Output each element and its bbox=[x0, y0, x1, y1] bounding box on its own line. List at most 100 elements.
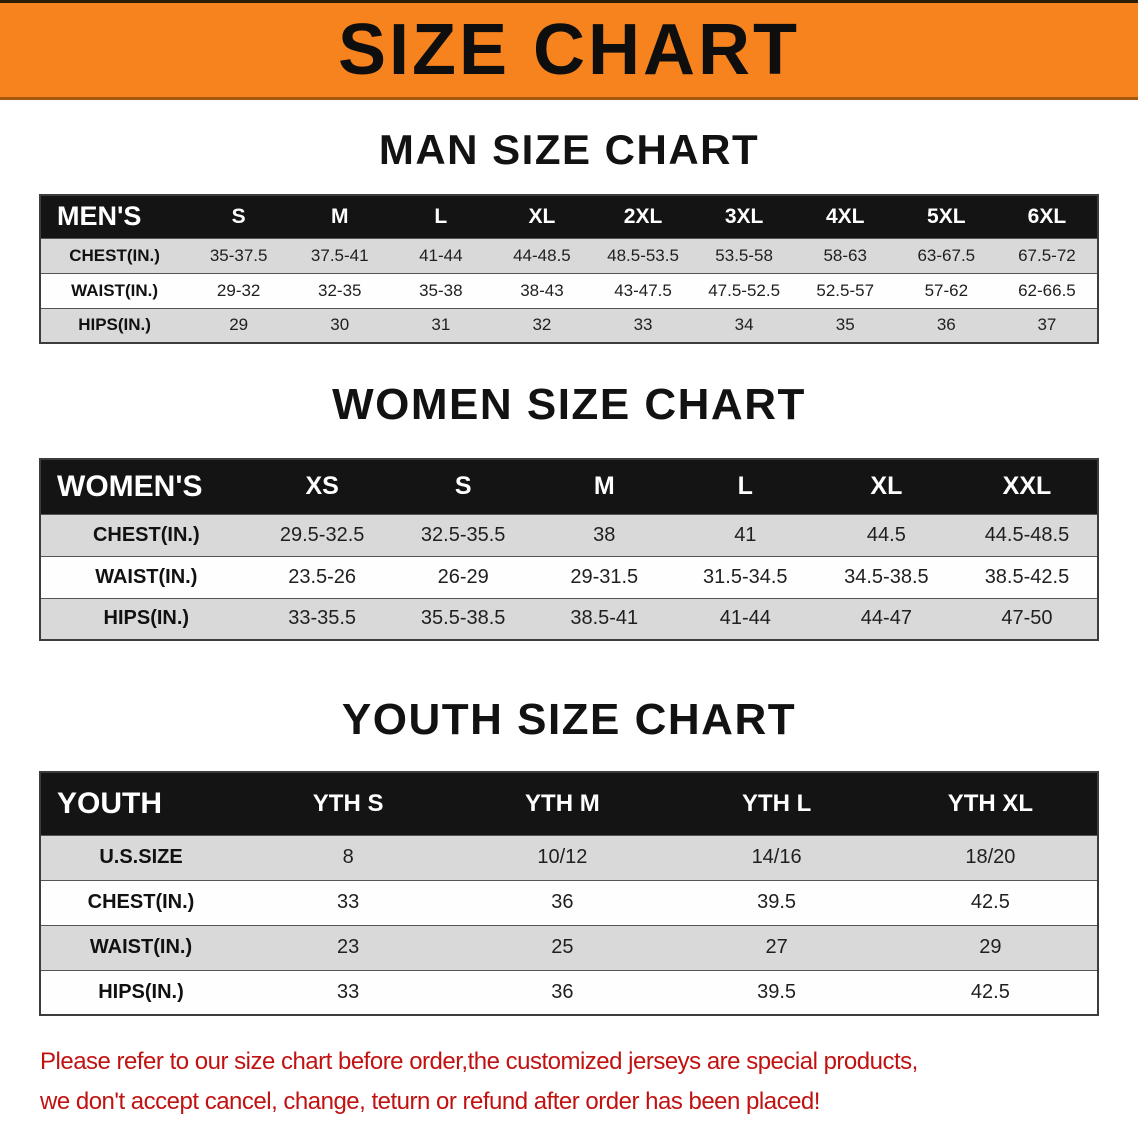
measurement-value: 39.5 bbox=[669, 879, 884, 925]
header-row: YOUTH YTH S YTH M YTH L YTH XL bbox=[40, 772, 1098, 835]
measurement-value: 33 bbox=[241, 969, 456, 1015]
youth-table-head: YOUTH YTH S YTH M YTH L YTH XL bbox=[40, 772, 1098, 835]
women-chart-heading: WOMEN SIZE CHART bbox=[332, 380, 806, 429]
measurement-row: WAIST(IN.) 29-32 32-35 35-38 38-43 43-47.5 47.… bbox=[40, 272, 1098, 308]
measurement-value: 32 bbox=[491, 307, 593, 343]
size-column-header: S bbox=[392, 459, 534, 514]
measurement-value: 30 bbox=[289, 307, 391, 343]
measurement-value: 35.5-38.5 bbox=[392, 597, 534, 640]
measurement-value: 26-29 bbox=[392, 555, 534, 598]
size-column-header: M bbox=[533, 459, 675, 514]
header-row: WOMEN'S XS S M L XL XXL bbox=[40, 459, 1098, 514]
measurement-value: 34 bbox=[693, 307, 795, 343]
size-column-header: 6XL bbox=[996, 195, 1098, 238]
measurement-value: 44.5 bbox=[815, 513, 957, 556]
table-group-label: YOUTH bbox=[40, 772, 242, 835]
measurement-value: 38.5-41 bbox=[533, 597, 675, 640]
measurement-value: 41 bbox=[674, 513, 816, 556]
table-group-label: WOMEN'S bbox=[40, 459, 252, 514]
size-column-header: 2XL bbox=[592, 195, 694, 238]
measurement-value: 35-38 bbox=[390, 272, 492, 308]
page-title: SIZE CHART bbox=[338, 10, 800, 90]
measurement-value: 52.5-57 bbox=[794, 272, 896, 308]
measurement-row: CHEST(IN.) 33 36 39.5 42.5 bbox=[40, 879, 1098, 925]
measurement-label: CHEST(IN.) bbox=[40, 513, 252, 556]
men-table-head: MEN'S S M L XL 2XL 3XL 4XL 5XL 6XL bbox=[40, 195, 1098, 238]
measurement-value: 36 bbox=[455, 969, 670, 1015]
size-column-header: YTH XL bbox=[883, 772, 1098, 835]
measurement-value: 38 bbox=[533, 513, 675, 556]
measurement-value: 47-50 bbox=[956, 597, 1098, 640]
men-section: MAN SIZE CHART MEN'S S M L XL 2XL 3XL 4XL 5XL 6XL… bbox=[0, 126, 1138, 344]
size-column-header: 5XL bbox=[895, 195, 997, 238]
size-column-header: YTH M bbox=[455, 772, 670, 835]
measurement-value: 8 bbox=[241, 834, 456, 880]
banner: SIZE CHART bbox=[0, 0, 1138, 100]
measurement-value: 23 bbox=[241, 924, 456, 970]
measurement-value: 10/12 bbox=[455, 834, 670, 880]
measurement-value: 53.5-58 bbox=[693, 237, 795, 273]
measurement-value: 23.5-26 bbox=[251, 555, 393, 598]
size-column-header: XL bbox=[491, 195, 593, 238]
disclaimer-line-1: Please refer to our size chart before or… bbox=[40, 1048, 918, 1075]
measurement-label: HIPS(IN.) bbox=[40, 597, 252, 640]
measurement-value: 38.5-42.5 bbox=[956, 555, 1098, 598]
youth-size-table: YOUTH YTH S YTH M YTH L YTH XL U.S.SIZE 8 10/1… bbox=[39, 771, 1099, 1016]
measurement-value: 34.5-38.5 bbox=[815, 555, 957, 598]
measurement-value: 38-43 bbox=[491, 272, 593, 308]
measurement-value: 32.5-35.5 bbox=[392, 513, 534, 556]
men-table-body: CHEST(IN.) 35-37.5 37.5-41 41-44 44-48.5 48.5… bbox=[40, 237, 1098, 343]
women-table-head: WOMEN'S XS S M L XL XXL bbox=[40, 459, 1098, 514]
size-column-header: L bbox=[390, 195, 492, 238]
measurement-label: HIPS(IN.) bbox=[40, 307, 189, 343]
measurement-row: U.S.SIZE 8 10/12 14/16 18/20 bbox=[40, 834, 1098, 880]
measurement-value: 25 bbox=[455, 924, 670, 970]
measurement-value: 29 bbox=[883, 924, 1098, 970]
measurement-value: 41-44 bbox=[390, 237, 492, 273]
measurement-value: 42.5 bbox=[883, 969, 1098, 1015]
size-column-header: XL bbox=[815, 459, 957, 514]
size-column-header: XS bbox=[251, 459, 393, 514]
measurement-value: 67.5-72 bbox=[996, 237, 1098, 273]
size-column-header: 4XL bbox=[794, 195, 896, 238]
measurement-value: 44.5-48.5 bbox=[956, 513, 1098, 556]
measurement-value: 58-63 bbox=[794, 237, 896, 273]
measurement-row: CHEST(IN.) 29.5-32.5 32.5-35.5 38 41 44.5 44.5… bbox=[40, 513, 1098, 556]
measurement-row: HIPS(IN.) 33-35.5 35.5-38.5 38.5-41 41-44 44-… bbox=[40, 597, 1098, 640]
measurement-value: 31.5-34.5 bbox=[674, 555, 816, 598]
measurement-value: 39.5 bbox=[669, 969, 884, 1015]
measurement-row: HIPS(IN.) 33 36 39.5 42.5 bbox=[40, 969, 1098, 1015]
size-column-header: XXL bbox=[956, 459, 1098, 514]
measurement-label: U.S.SIZE bbox=[40, 834, 242, 880]
measurement-value: 43-47.5 bbox=[592, 272, 694, 308]
youth-chart-heading: YOUTH SIZE CHART bbox=[341, 695, 797, 744]
men-size-table: MEN'S S M L XL 2XL 3XL 4XL 5XL 6XL CHEST(IN.) 35-3… bbox=[39, 194, 1099, 344]
size-column-header: S bbox=[188, 195, 290, 238]
measurement-value: 27 bbox=[669, 924, 884, 970]
measurement-value: 18/20 bbox=[883, 834, 1098, 880]
measurement-value: 44-48.5 bbox=[491, 237, 593, 273]
measurement-label: HIPS(IN.) bbox=[40, 969, 242, 1015]
measurement-value: 33-35.5 bbox=[251, 597, 393, 640]
youth-section: YOUTH SIZE CHART YOUTH YTH S YTH M YTH L YTH… bbox=[0, 695, 1138, 1016]
women-table-body: CHEST(IN.) 29.5-32.5 32.5-35.5 38 41 44.5 44.5… bbox=[40, 513, 1098, 640]
size-column-header: YTH S bbox=[241, 772, 456, 835]
women-section: WOMEN SIZE CHART WOMEN'S XS S M L XL XXL CHEST… bbox=[0, 380, 1138, 641]
measurement-value: 29-31.5 bbox=[533, 555, 675, 598]
table-group-label: MEN'S bbox=[40, 195, 189, 238]
measurement-value: 35-37.5 bbox=[188, 237, 290, 273]
youth-table-body: U.S.SIZE 8 10/12 14/16 18/20 CHEST(IN.) 33 36 39… bbox=[40, 834, 1098, 1015]
disclaimer: Please refer to our size chart before or… bbox=[40, 1042, 1138, 1122]
measurement-value: 63-67.5 bbox=[895, 237, 997, 273]
size-column-header: M bbox=[289, 195, 391, 238]
disclaimer-line-2: we don't accept cancel, change, teturn o… bbox=[40, 1087, 820, 1115]
measurement-label: WAIST(IN.) bbox=[40, 272, 189, 308]
measurement-value: 33 bbox=[241, 879, 456, 925]
measurement-value: 48.5-53.5 bbox=[592, 237, 694, 273]
measurement-value: 33 bbox=[592, 307, 694, 343]
measurement-value: 29 bbox=[188, 307, 290, 343]
measurement-value: 29-32 bbox=[188, 272, 290, 308]
women-size-table: WOMEN'S XS S M L XL XXL CHEST(IN.) 29.5-32.5 32.… bbox=[39, 458, 1099, 641]
measurement-value: 32-35 bbox=[289, 272, 391, 308]
